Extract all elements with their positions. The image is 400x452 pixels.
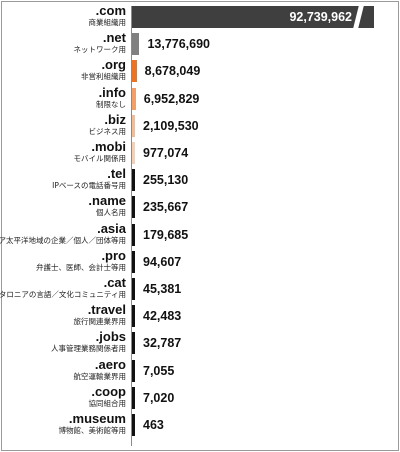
bar <box>132 114 135 137</box>
bar <box>132 196 135 219</box>
category-description: IPベースの電話番号用 <box>52 181 126 191</box>
category-description: 個人名用 <box>96 208 126 218</box>
value-label: 255,130 <box>143 173 189 188</box>
category-label: .com <box>95 3 126 18</box>
category-label: .name <box>88 193 126 209</box>
category-description: 旅行関連業界用 <box>73 317 127 327</box>
bar <box>132 250 135 273</box>
category-row: .name 個人名用 235,667 <box>0 193 398 222</box>
category-row: .travel 旅行関連業界用 42,483 <box>0 302 398 331</box>
category-label: .museum <box>68 411 126 426</box>
bar <box>132 6 374 28</box>
value-label: 463 <box>143 418 164 432</box>
category-row: .info 制限なし 6,952,829 <box>0 84 398 114</box>
value-label: 8,678,049 <box>144 64 201 79</box>
category-row: .org 非営利組織用 8,678,049 <box>0 57 398 86</box>
value-label: 977,074 <box>143 146 189 160</box>
category-row: .jobs 人事管理業務関係者用 32,787 <box>0 329 398 358</box>
category-label: .cat <box>103 275 126 290</box>
bar <box>132 142 135 164</box>
bar <box>132 223 135 246</box>
category-row: .tel IPベースの電話番号用 255,130 <box>0 166 398 195</box>
value-label: 42,483 <box>143 309 182 324</box>
category-label: .pro <box>101 247 126 263</box>
bar <box>132 386 135 409</box>
category-row: .com 商業組織用 92,739,962 <box>0 3 398 32</box>
category-description: モバイル関係用 <box>73 154 127 163</box>
category-label: .biz <box>104 111 126 127</box>
category-description: 人事管理業務関係者用 <box>51 344 126 354</box>
bar <box>132 359 135 382</box>
value-label: 7,055 <box>143 363 175 378</box>
category-row: .coop 協同組合用 7,020 <box>0 383 398 413</box>
category-row: .museum 博物館、美術館等用 463 <box>0 411 398 440</box>
category-description: 航空運輸業界用 <box>73 371 127 381</box>
category-row: .biz ビジネス用 2,109,530 <box>0 111 398 141</box>
bar <box>132 332 135 355</box>
category-label: .jobs <box>95 329 126 345</box>
category-label: .coop <box>91 383 126 399</box>
value-label: 7,020 <box>143 390 175 405</box>
category-description: 商業組織用 <box>88 18 127 27</box>
value-label: 45,381 <box>143 282 182 296</box>
value-label: 94,607 <box>143 254 182 269</box>
category-label: .org <box>101 57 126 73</box>
category-description: アジア太平洋地域の企業／個人／団体等用 <box>0 235 126 245</box>
category-description: ビジネス用 <box>88 126 127 136</box>
value-label: 235,667 <box>143 200 189 215</box>
category-label: .tel <box>107 166 126 182</box>
value-label: 2,109,530 <box>143 118 199 133</box>
value-label: 32,787 <box>143 336 182 351</box>
category-row: .aero 航空運輸業界用 7,055 <box>0 356 398 386</box>
bar <box>132 60 137 83</box>
category-label: .aero <box>94 356 126 372</box>
category-label: .net <box>102 30 126 46</box>
category-description: 弁護士、医師、会計士等用 <box>36 262 126 272</box>
category-label: .info <box>98 84 126 100</box>
category-row: .asiaアジア太平洋地域の企業／個人／団体等用 179,685 <box>0 220 398 250</box>
category-label: .mobi <box>91 139 126 154</box>
category-description: 非営利組織用 <box>81 72 126 82</box>
bar <box>132 87 136 110</box>
category-row: .mobi モバイル関係用 977,074 <box>0 139 398 168</box>
category-row: .pro 弁護士、医師、会計士等用 94,607 <box>0 247 398 277</box>
bar <box>132 169 135 192</box>
bar <box>132 305 135 328</box>
category-label: .travel <box>87 302 126 318</box>
category-row: .net ネットワーク用 13,776,690 <box>0 30 398 59</box>
category-description: 博物館、美術館等用 <box>58 426 127 435</box>
category-description: カタロニアの言語／文化コミュニティ用 <box>0 290 126 299</box>
category-label: .asia <box>97 220 126 236</box>
category-description: ネットワーク用 <box>73 45 127 55</box>
value-label: 179,685 <box>143 227 189 242</box>
category-description: 協同組合用 <box>88 398 127 408</box>
bar <box>132 33 140 56</box>
bar <box>132 414 135 436</box>
value-label: 13,776,690 <box>147 37 210 52</box>
bar <box>132 278 135 300</box>
value-label: 92,739,962 <box>289 10 352 24</box>
category-axis-line <box>131 6 132 446</box>
value-label: 6,952,829 <box>143 91 200 106</box>
category-description: 制限なし <box>96 99 126 109</box>
category-row: .cat カタロニアの言語／文化コミュニティ用 45,381 <box>0 275 398 304</box>
